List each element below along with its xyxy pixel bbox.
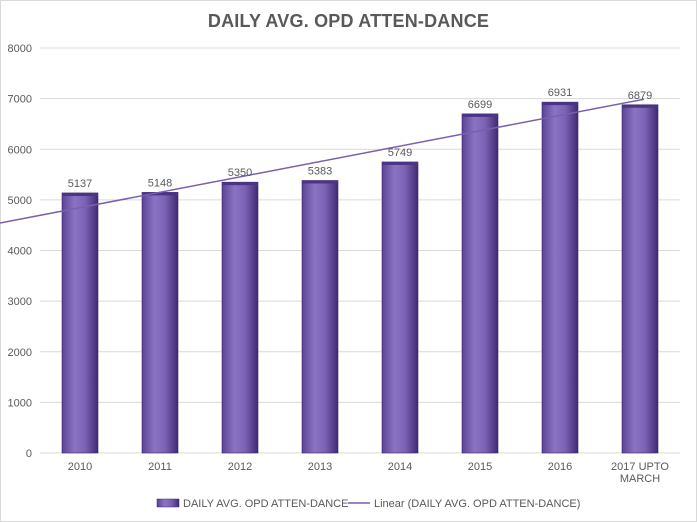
bar-top <box>222 182 258 186</box>
legend-label-trend: Linear (DAILY AVG. OPD ATTEN-DANCE) <box>374 498 580 510</box>
bar <box>221 181 259 454</box>
x-tick-label: 2017 UPTO <box>611 461 669 473</box>
y-tick-label: 2000 <box>8 347 32 359</box>
bar <box>381 161 419 454</box>
y-tick-label: 1000 <box>8 397 32 409</box>
bar <box>141 192 179 454</box>
legend-label-bars: DAILY AVG. OPD ATTEN-DANCE <box>183 498 348 510</box>
y-tick-label: 7000 <box>8 94 32 106</box>
bar <box>541 101 579 454</box>
trendline <box>0 98 645 224</box>
x-tick-label: 2011 <box>148 461 172 473</box>
bar <box>61 192 99 454</box>
bar-top <box>462 113 498 117</box>
x-tick-label: 2016 <box>548 461 572 473</box>
data-label: 5749 <box>388 147 412 159</box>
data-label: 5148 <box>148 177 172 189</box>
bar-top <box>542 102 578 106</box>
x-tick-label: MARCH <box>620 473 660 485</box>
bar-top <box>62 192 98 196</box>
bar <box>301 180 339 454</box>
legend-swatch-bar <box>156 498 180 508</box>
y-tick-label: 6000 <box>8 144 32 156</box>
x-tick-label: 2012 <box>228 461 252 473</box>
y-tick-label: 5000 <box>8 195 32 207</box>
x-tick-label: 2014 <box>388 461 412 473</box>
y-tick-label: 4000 <box>8 246 32 258</box>
x-tick-label: 2010 <box>68 461 92 473</box>
bar <box>621 104 659 454</box>
data-label: 5350 <box>228 167 252 179</box>
data-label: 6931 <box>548 87 572 99</box>
chart-title: DAILY AVG. OPD ATTEN-DANCE <box>207 11 490 31</box>
bar-top <box>302 180 338 184</box>
bar-top <box>142 192 178 196</box>
data-label: 6879 <box>628 90 652 102</box>
bar <box>461 113 499 454</box>
data-label: 5137 <box>68 178 92 190</box>
x-tick-label: 2015 <box>468 461 492 473</box>
bar-top <box>622 104 658 108</box>
y-tick-label: 3000 <box>8 296 32 308</box>
y-tick-label: 0 <box>26 448 32 460</box>
bar-top <box>382 161 418 165</box>
y-tick-label: 8000 <box>8 43 32 55</box>
x-tick-label: 2013 <box>308 461 332 473</box>
data-label: 6699 <box>468 99 492 111</box>
data-label: 5383 <box>308 165 332 177</box>
